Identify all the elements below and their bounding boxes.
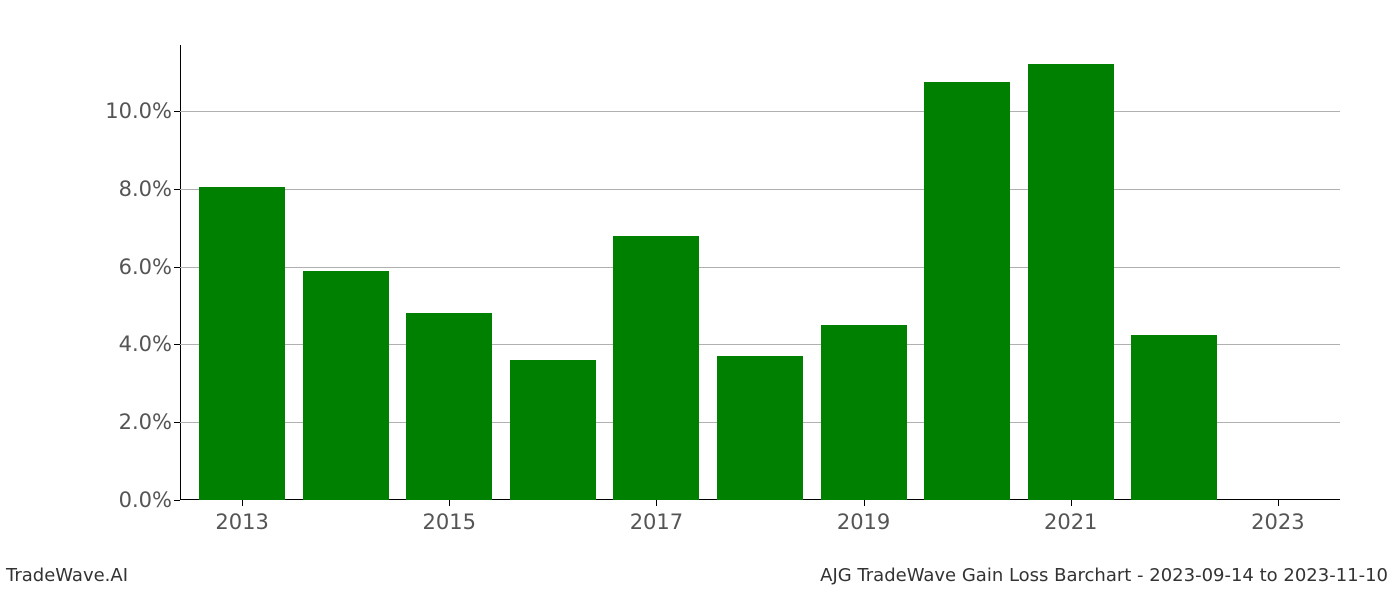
gridline <box>180 189 1340 190</box>
footer-right-text: AJG TradeWave Gain Loss Barchart - 2023-… <box>820 565 1388 586</box>
bar <box>406 313 492 500</box>
bar <box>613 236 699 500</box>
xtick-mark <box>864 500 865 506</box>
xtick-mark <box>1071 500 1072 506</box>
y-axis-line <box>180 45 181 500</box>
bar <box>821 325 907 500</box>
xtick-label: 2017 <box>630 510 683 534</box>
ytick-label: 8.0% <box>119 177 172 201</box>
ytick-mark <box>174 267 180 268</box>
xtick-label: 2021 <box>1044 510 1097 534</box>
ytick-mark <box>174 422 180 423</box>
gridline <box>180 111 1340 112</box>
xtick-mark <box>1278 500 1279 506</box>
xtick-label: 2019 <box>837 510 890 534</box>
ytick-label: 6.0% <box>119 255 172 279</box>
ytick-mark <box>174 189 180 190</box>
ytick-mark <box>174 344 180 345</box>
xtick-label: 2023 <box>1251 510 1304 534</box>
xtick-mark <box>242 500 243 506</box>
bar <box>199 187 285 500</box>
gridline <box>180 267 1340 268</box>
chart-plot-area <box>180 45 1340 500</box>
xtick-mark <box>656 500 657 506</box>
ytick-label: 4.0% <box>119 332 172 356</box>
ytick-label: 10.0% <box>105 99 172 123</box>
bar <box>510 360 596 500</box>
bar <box>924 82 1010 500</box>
footer-left-text: TradeWave.AI <box>6 565 128 586</box>
xtick-label: 2015 <box>423 510 476 534</box>
ytick-label: 2.0% <box>119 410 172 434</box>
ytick-mark <box>174 111 180 112</box>
bar <box>1131 335 1217 500</box>
bar <box>717 356 803 500</box>
bar <box>303 271 389 500</box>
bar <box>1028 64 1114 500</box>
xtick-label: 2013 <box>215 510 268 534</box>
ytick-label: 0.0% <box>119 488 172 512</box>
ytick-mark <box>174 500 180 501</box>
xtick-mark <box>449 500 450 506</box>
